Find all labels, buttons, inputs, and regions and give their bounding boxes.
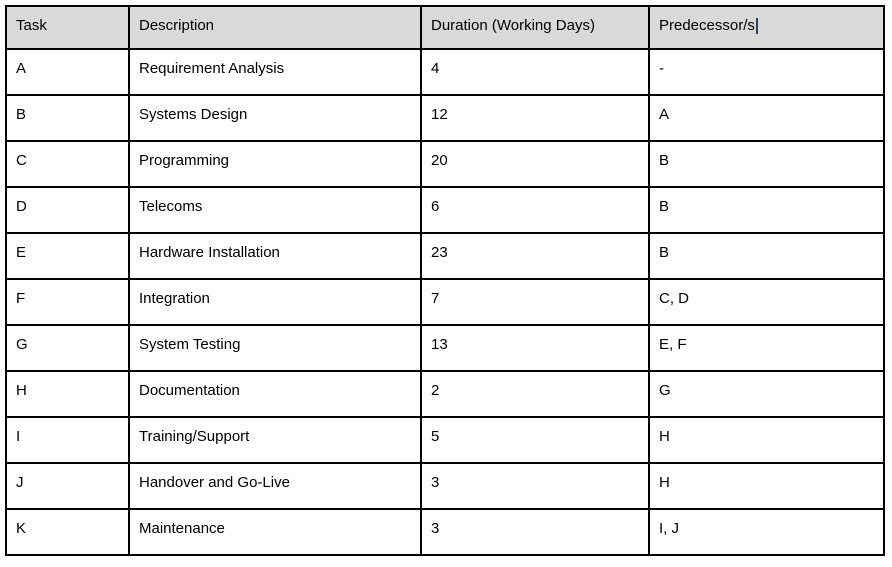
column-header-predecessors-label: Predecessor/s (659, 17, 755, 34)
cell-task[interactable]: J (5, 462, 130, 510)
cell-task[interactable]: A (5, 48, 130, 96)
column-header-predecessors[interactable]: Predecessor/s (648, 5, 885, 50)
cell-task[interactable]: E (5, 232, 130, 280)
cell-description[interactable]: Telecoms (128, 186, 422, 234)
table-row: J Handover and Go-Live 3 H (5, 462, 885, 510)
cell-description[interactable]: System Testing (128, 324, 422, 372)
cell-predecessors[interactable]: G (648, 370, 885, 418)
cell-duration[interactable]: 4 (420, 48, 650, 96)
column-header-task[interactable]: Task (5, 5, 130, 50)
cell-duration[interactable]: 3 (420, 508, 650, 556)
cell-task[interactable]: D (5, 186, 130, 234)
column-header-duration-label: Duration (Working Days) (431, 17, 595, 34)
column-header-description-label: Description (139, 17, 215, 34)
task-table: Task Description Duration (Working Days)… (5, 5, 885, 556)
cell-description[interactable]: Handover and Go-Live (128, 462, 422, 510)
cell-description[interactable]: Programming (128, 140, 422, 188)
table-header-row: Task Description Duration (Working Days)… (5, 5, 885, 50)
table-row: I Training/Support 5 H (5, 416, 885, 464)
column-header-duration[interactable]: Duration (Working Days) (420, 5, 650, 50)
cell-duration[interactable]: 23 (420, 232, 650, 280)
cell-task[interactable]: F (5, 278, 130, 326)
cell-description[interactable]: Hardware Installation (128, 232, 422, 280)
cell-predecessors[interactable]: E, F (648, 324, 885, 372)
table-row: H Documentation 2 G (5, 370, 885, 418)
cell-duration[interactable]: 12 (420, 94, 650, 142)
cell-description[interactable]: Integration (128, 278, 422, 326)
table-row: D Telecoms 6 B (5, 186, 885, 234)
table-row: F Integration 7 C, D (5, 278, 885, 326)
cell-description[interactable]: Systems Design (128, 94, 422, 142)
column-header-task-label: Task (16, 17, 47, 34)
cell-task[interactable]: B (5, 94, 130, 142)
table-row: C Programming 20 B (5, 140, 885, 188)
cell-duration[interactable]: 3 (420, 462, 650, 510)
cell-predecessors[interactable]: B (648, 140, 885, 188)
cell-predecessors[interactable]: H (648, 462, 885, 510)
cell-task[interactable]: H (5, 370, 130, 418)
table-row: E Hardware Installation 23 B (5, 232, 885, 280)
cell-predecessors[interactable]: B (648, 186, 885, 234)
cell-duration[interactable]: 13 (420, 324, 650, 372)
task-table-body: A Requirement Analysis 4 - B Systems Des… (5, 48, 885, 556)
cell-predecessors[interactable]: I, J (648, 508, 885, 556)
cell-predecessors[interactable]: C, D (648, 278, 885, 326)
table-row: B Systems Design 12 A (5, 94, 885, 142)
table-row: A Requirement Analysis 4 - (5, 48, 885, 96)
cell-duration[interactable]: 2 (420, 370, 650, 418)
cell-task[interactable]: I (5, 416, 130, 464)
text-cursor-caret (755, 18, 758, 34)
cell-description[interactable]: Documentation (128, 370, 422, 418)
cell-task[interactable]: K (5, 508, 130, 556)
cell-description[interactable]: Requirement Analysis (128, 48, 422, 96)
column-header-description[interactable]: Description (128, 5, 422, 50)
cell-task[interactable]: G (5, 324, 130, 372)
cell-task[interactable]: C (5, 140, 130, 188)
cell-description[interactable]: Maintenance (128, 508, 422, 556)
table-row: K Maintenance 3 I, J (5, 508, 885, 556)
table-row: G System Testing 13 E, F (5, 324, 885, 372)
cell-duration[interactable]: 6 (420, 186, 650, 234)
cell-predecessors[interactable]: B (648, 232, 885, 280)
cell-predecessors[interactable]: - (648, 48, 885, 96)
cell-predecessors[interactable]: A (648, 94, 885, 142)
cell-description[interactable]: Training/Support (128, 416, 422, 464)
cell-predecessors[interactable]: H (648, 416, 885, 464)
cell-duration[interactable]: 7 (420, 278, 650, 326)
cell-duration[interactable]: 5 (420, 416, 650, 464)
cell-duration[interactable]: 20 (420, 140, 650, 188)
